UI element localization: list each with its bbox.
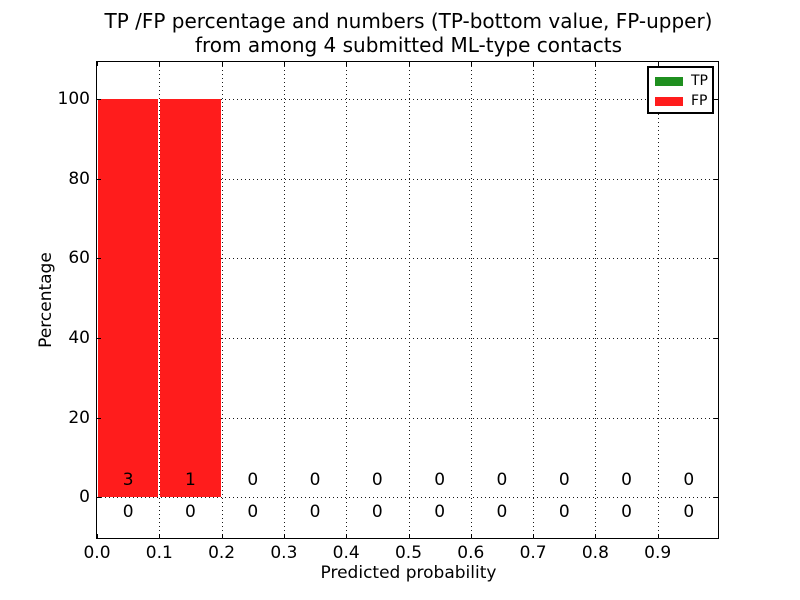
- fp-count-bin-5: 0: [434, 469, 446, 490]
- x-tick-mark-top: [283, 62, 285, 66]
- x-tick-mark-bottom: [283, 534, 285, 538]
- x-tick-mark-top: [533, 62, 535, 66]
- v-gridline-0.2: [221, 62, 223, 540]
- y-tick-label-80: 80: [68, 168, 90, 189]
- v-gridline-0.1: [159, 62, 161, 540]
- x-tick-mark-top: [221, 62, 223, 66]
- y-tick-mark-right: [714, 497, 718, 499]
- x-tick-mark-bottom: [470, 534, 472, 538]
- tp-count-bin-4: 0: [371, 502, 383, 523]
- y-tick-mark-left: [97, 497, 101, 499]
- tp-count-bin-2: 0: [247, 502, 259, 523]
- x-tick-mark-top: [97, 62, 98, 66]
- tp-count-bin-0: 0: [122, 502, 134, 523]
- legend-item-fp: FP: [655, 91, 712, 111]
- fp-count-bin-4: 0: [371, 469, 383, 490]
- x-tick-mark-top: [159, 62, 161, 66]
- y-tick-mark-right: [714, 99, 718, 101]
- x-tick-label-0.8: 0.8: [581, 543, 609, 563]
- v-gridline-0.8: [595, 62, 597, 540]
- y-tick-mark-left: [97, 178, 101, 180]
- x-tick-mark-top: [346, 62, 348, 66]
- x-tick-label-0.1: 0.1: [145, 543, 173, 563]
- v-gridline-0.9: [657, 62, 659, 540]
- y-tick-mark-right: [714, 258, 718, 260]
- tp-count-bin-9: 0: [683, 502, 695, 523]
- x-tick-mark-bottom: [221, 534, 223, 538]
- y-tick-mark-right: [714, 417, 718, 419]
- x-tick-label-0.6: 0.6: [457, 543, 485, 563]
- legend-label-tp: TP: [691, 73, 708, 89]
- y-tick-mark-right: [714, 337, 718, 339]
- x-tick-label-0.7: 0.7: [519, 543, 547, 563]
- y-tick-label-0: 0: [79, 487, 90, 508]
- x-tick-label-0.5: 0.5: [394, 543, 423, 563]
- bar-fp-bin-1: [160, 99, 221, 498]
- x-tick-mark-bottom: [533, 534, 535, 538]
- y-tick-mark-left: [97, 417, 101, 419]
- legend-label-fp: FP: [691, 93, 708, 109]
- legend-item-tp: TP: [655, 71, 712, 91]
- fp-count-bin-6: 0: [496, 469, 508, 490]
- legend-swatch-fp-icon: [655, 96, 683, 106]
- x-tick-mark-top: [470, 62, 472, 66]
- v-gridline-0.4: [346, 62, 348, 540]
- x-tick-label-0.9: 0.9: [644, 543, 672, 563]
- x-tick-mark-bottom: [595, 534, 597, 538]
- fp-count-bin-7: 0: [558, 469, 570, 490]
- x-tick-mark-top: [408, 62, 410, 66]
- x-tick-label-0.0: 0.0: [83, 543, 111, 563]
- tp-count-bin-3: 0: [309, 502, 321, 523]
- x-tick-label-0.2: 0.2: [208, 543, 236, 563]
- chart-title: TP /FP percentage and numbers (TP-bottom…: [96, 9, 721, 57]
- y-tick-label-60: 60: [68, 248, 90, 269]
- y-tick-mark-left: [97, 99, 101, 101]
- y-axis-label: Percentage: [36, 252, 56, 348]
- x-tick-mark-top: [595, 62, 597, 66]
- x-tick-label-0.4: 0.4: [332, 543, 360, 563]
- fp-count-bin-9: 0: [683, 469, 695, 490]
- v-gridline-0.5: [408, 62, 410, 540]
- v-gridline-0.7: [533, 62, 535, 540]
- fp-count-bin-1: 1: [185, 469, 196, 490]
- y-tick-mark-left: [97, 258, 101, 260]
- y-tick-label-20: 20: [68, 407, 90, 428]
- y-tick-label-100: 100: [57, 89, 90, 110]
- plot-area: TP FP 0 0 0 0 0 0 0 0 0 0 3 1 0 0 0 0 0 0 0 0: [96, 61, 720, 540]
- fp-count-bin-0: 3: [122, 469, 134, 490]
- legend: TP FP: [647, 66, 714, 114]
- x-tick-mark-bottom: [346, 534, 348, 538]
- chart-title-line-1: TP /FP percentage and numbers (TP-bottom…: [104, 9, 713, 33]
- x-tick-mark-bottom: [657, 534, 659, 538]
- fp-count-bin-8: 0: [621, 469, 632, 490]
- x-tick-mark-bottom: [159, 534, 161, 538]
- tp-count-bin-7: 0: [558, 502, 570, 523]
- fp-count-bin-2: 0: [247, 469, 259, 490]
- v-gridline-0.6: [470, 62, 472, 540]
- y-tick-mark-right: [714, 178, 718, 180]
- tp-count-bin-5: 0: [434, 502, 446, 523]
- y-tick-label-40: 40: [68, 327, 90, 348]
- x-tick-mark-top: [657, 62, 659, 66]
- y-tick-mark-left: [97, 337, 101, 339]
- v-gridline-0.3: [283, 62, 285, 540]
- x-tick-mark-bottom: [408, 534, 410, 538]
- bar-fp-bin-0: [98, 99, 159, 498]
- x-axis-label: Predicted probability: [320, 563, 497, 583]
- legend-swatch-tp-icon: [655, 76, 683, 86]
- x-tick-mark-bottom: [97, 534, 98, 538]
- x-tick-label-0.3: 0.3: [270, 543, 298, 563]
- tp-count-bin-1: 0: [185, 502, 196, 523]
- tp-count-bin-8: 0: [621, 502, 632, 523]
- tp-count-bin-6: 0: [496, 502, 508, 523]
- chart-title-line-2: from among 4 submitted ML-type contacts: [194, 33, 623, 57]
- fp-count-bin-3: 0: [309, 469, 321, 490]
